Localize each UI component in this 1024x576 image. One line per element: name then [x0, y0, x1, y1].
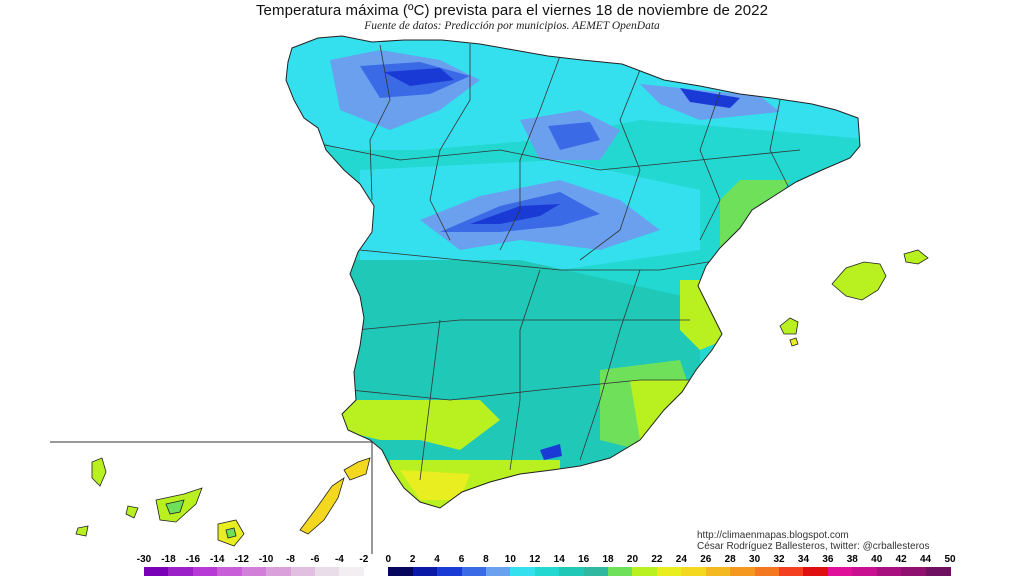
temperature-map	[50, 35, 929, 554]
legend-swatch	[168, 567, 194, 576]
legend-swatch	[363, 567, 389, 576]
map-title: Temperatura máxima (ºC) prevista para el…	[255, 2, 769, 19]
legend-swatch	[485, 567, 511, 576]
legend-swatch	[241, 567, 267, 576]
legend-label: 40	[871, 554, 883, 565]
legend-label: 38	[846, 554, 858, 565]
legend-label: -16	[185, 554, 201, 565]
legend-label: 6	[458, 554, 465, 565]
legend-label: 26	[700, 554, 712, 565]
legend-label: -14	[210, 554, 225, 565]
credits: http://climaenmapas.blogspot.com César R…	[697, 530, 929, 552]
legend-label: 32	[773, 554, 785, 565]
legend-swatch	[608, 567, 634, 576]
legend-swatch	[827, 567, 853, 576]
legend-swatch	[876, 567, 902, 576]
legend-swatch	[412, 567, 438, 576]
legend-label: 34	[797, 554, 810, 565]
legend-swatch	[461, 567, 487, 576]
legend-swatch	[656, 567, 682, 576]
balearic-islands	[779, 249, 929, 347]
legend-label: 2	[409, 554, 416, 565]
legend-swatch	[290, 567, 316, 576]
legend-swatch	[852, 567, 878, 576]
legend-label: 50	[944, 554, 956, 565]
legend-label: 22	[651, 554, 663, 565]
legend-swatch	[583, 567, 609, 576]
legend-label: -18	[161, 554, 176, 565]
legend-swatch	[632, 567, 658, 576]
color-legend: -30 -18 -16 -14 -12 -10 -8 -6 -4 -2 0 2 4 6 8 10 12 14 16 1…	[0, 554, 1024, 576]
legend-swatch	[803, 567, 829, 576]
legend-label: 20	[626, 554, 639, 565]
legend-swatch	[339, 567, 365, 576]
legend-label: -8	[286, 554, 295, 565]
peninsula-temperature-field	[285, 35, 861, 509]
legend-label: 0	[385, 554, 392, 565]
legend-swatch	[779, 567, 805, 576]
legend-label: 12	[529, 554, 541, 565]
legend-swatch	[901, 567, 927, 576]
legend-swatch	[534, 567, 560, 576]
legend-label: 24	[675, 554, 687, 565]
legend-label: 36	[822, 554, 834, 565]
legend-label: -12	[234, 554, 249, 565]
legend-swatch	[925, 567, 951, 576]
legend-label: 28	[724, 554, 736, 565]
credits-author: César Rodríguez Ballesteros, twitter: @c…	[697, 541, 930, 552]
legend-swatch	[730, 567, 756, 576]
legend-swatch	[314, 567, 340, 576]
canary-islands-inset	[50, 441, 373, 554]
legend-label: -10	[258, 554, 274, 565]
legend-swatch	[681, 567, 707, 576]
legend-label: -30	[136, 554, 152, 565]
legend-swatch	[754, 567, 780, 576]
legend-label: 44	[920, 554, 932, 565]
legend-swatch	[705, 567, 731, 576]
legend-label: 4	[434, 554, 440, 565]
legend-swatch	[144, 567, 169, 576]
legend-label: 30	[749, 554, 761, 565]
legend-label: 16	[578, 554, 590, 565]
legend-swatch	[559, 567, 585, 576]
credits-url: http://climaenmapas.blogspot.com	[697, 530, 849, 541]
legend-swatch	[266, 567, 292, 576]
legend-swatch	[217, 567, 243, 576]
legend-swatch	[192, 567, 218, 576]
legend-label: -6	[310, 554, 320, 565]
legend-swatch	[437, 567, 463, 576]
legend-label: 8	[483, 554, 489, 565]
legend-label: 10	[504, 554, 516, 565]
legend-swatch	[510, 567, 536, 576]
legend-swatch	[388, 567, 414, 576]
legend-label: 14	[553, 554, 565, 565]
legend-label: -4	[334, 554, 344, 565]
legend-label: -2	[359, 554, 369, 565]
legend-label: 18	[602, 554, 614, 565]
map-subtitle: Fuente de datos: Predicción por municipi…	[364, 20, 660, 32]
legend-label: 42	[895, 554, 907, 565]
